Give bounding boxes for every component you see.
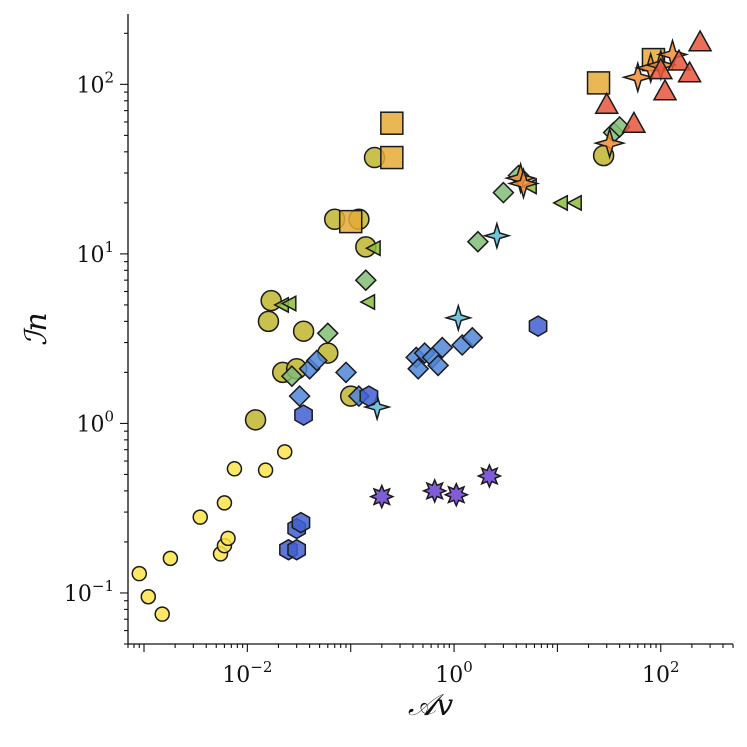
- circle-point: [140, 588, 157, 605]
- diamond-point: [280, 365, 303, 388]
- diamond-point: [407, 357, 430, 380]
- triangle-left-point: [364, 239, 381, 257]
- triangle-up-point: [666, 48, 692, 71]
- diamond-point: [466, 230, 489, 253]
- star4-point: [443, 303, 473, 333]
- square-point: [380, 145, 404, 170]
- star4-point: [482, 221, 512, 251]
- triangle-up-point: [687, 29, 713, 52]
- scatter-points: [131, 29, 713, 622]
- triangle-up-point: [677, 60, 702, 83]
- circle-point: [260, 289, 282, 312]
- star8-point: [421, 477, 448, 504]
- hexagon-point: [291, 511, 311, 534]
- circle-point: [226, 461, 243, 477]
- hexagon-point: [528, 315, 548, 337]
- axes: [127, 14, 733, 645]
- y-tick-label: 10−1: [64, 577, 114, 607]
- star4-point: [621, 60, 655, 94]
- diamond-point: [354, 269, 377, 292]
- hexagon-point: [287, 538, 307, 561]
- triangle-left-point: [552, 194, 569, 212]
- circle-point: [154, 606, 170, 622]
- x-tick-label: 100: [435, 658, 473, 688]
- y-axis-title: ℐn: [19, 312, 54, 345]
- x-tick-label: 102: [642, 658, 680, 688]
- circle-point: [257, 310, 280, 333]
- diamond-point: [492, 181, 515, 204]
- circle-point: [257, 462, 274, 478]
- circle-point: [192, 509, 208, 525]
- triangle-up-point: [652, 78, 678, 101]
- star8-point: [476, 463, 503, 489]
- circle-point: [244, 409, 267, 431]
- star8-point: [368, 483, 395, 510]
- hexagon-point: [359, 385, 379, 407]
- diamond-point: [334, 361, 358, 384]
- triangle-up-point: [621, 110, 647, 133]
- circle-point: [220, 530, 236, 547]
- diamond-point: [316, 322, 339, 345]
- diamond-point: [427, 354, 450, 377]
- triangle-up-point: [594, 91, 619, 114]
- star4-point: [506, 166, 541, 201]
- hexagon-point: [294, 404, 313, 426]
- square-point: [338, 209, 363, 234]
- triangle-left-point: [359, 293, 376, 311]
- diamond-point: [288, 385, 311, 408]
- circle-point: [162, 550, 179, 567]
- square-point: [380, 111, 404, 135]
- triangle-left-point: [565, 194, 582, 212]
- y-tick-label: 102: [76, 68, 114, 98]
- circle-point: [292, 320, 315, 342]
- y-tick-label: 100: [76, 407, 114, 437]
- y-tick-label: 101: [76, 238, 114, 268]
- square-point: [586, 71, 611, 95]
- circle-point: [216, 495, 233, 511]
- x-tick-label: 10−2: [222, 658, 272, 688]
- star4-point: [592, 126, 627, 160]
- triangle-left-point: [280, 295, 297, 312]
- circle-point: [276, 444, 293, 460]
- diamond-point: [305, 349, 328, 372]
- x-ticks: 10−2 100 102: [127, 644, 734, 688]
- y-ticks: 10−1 100 101 102: [64, 32, 128, 645]
- star8-point: [443, 481, 470, 508]
- x-axis-title: 𝒜v: [408, 688, 453, 723]
- diamond-point: [461, 326, 484, 349]
- circle-point: [131, 565, 148, 582]
- triangle-up-point: [648, 57, 674, 80]
- diamond-point: [431, 336, 454, 359]
